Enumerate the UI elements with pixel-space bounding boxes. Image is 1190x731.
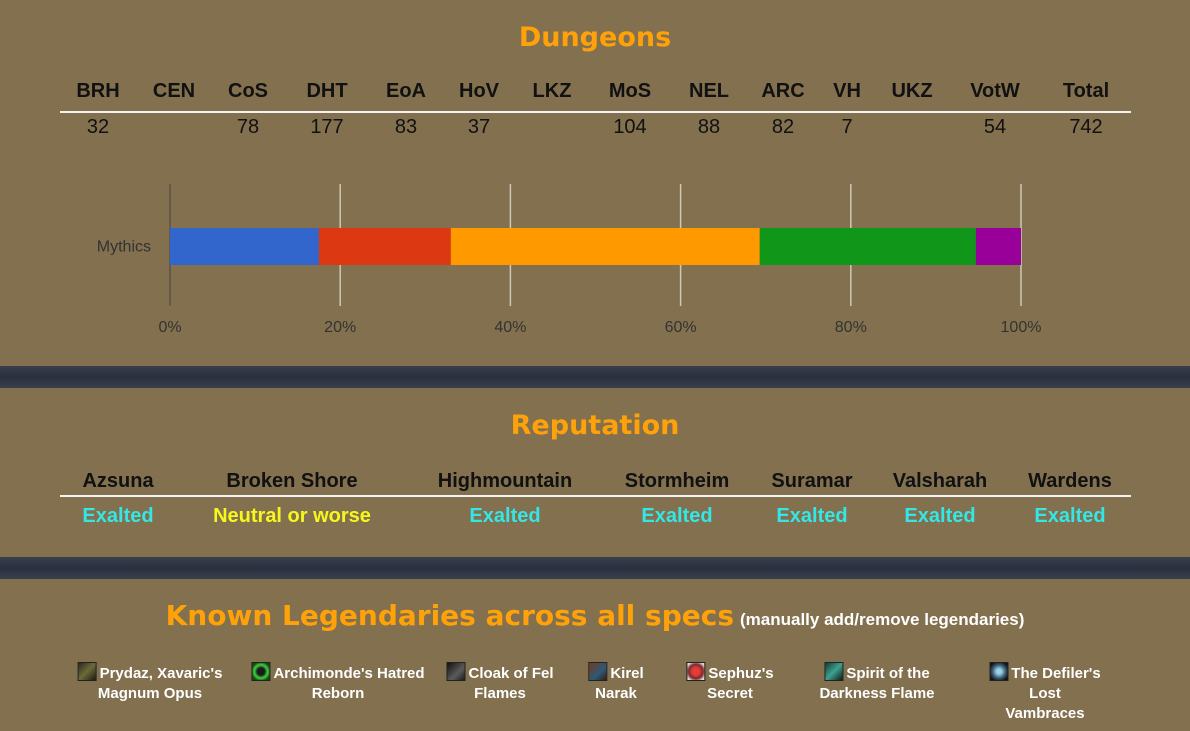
x-tick-label: 20% — [324, 319, 356, 336]
value-eoa: 83 — [394, 116, 418, 138]
header-brh: BRH — [76, 80, 120, 102]
header-eoa: EoA — [386, 80, 426, 102]
dungeons-panel: Dungeons BRH CEN CoS DHT EoA HoV LKZ MoS… — [0, 0, 1190, 365]
bar-segment-1[interactable] — [170, 228, 319, 265]
value-brh: 32 — [86, 116, 110, 138]
section-divider — [0, 557, 1190, 579]
legendary-name-line2: Reborn — [311, 685, 365, 702]
legendaries-title: Known Legendaries across all specs — [165, 599, 734, 632]
header-ukz: UKZ — [891, 80, 933, 102]
legendaries-heading: Known Legendaries across all specs (manua… — [0, 599, 1190, 632]
reputation-table: Azsuna Broken Shore Highmountain Stormhe… — [60, 470, 1131, 540]
faction-wardens: Wardens — [1028, 470, 1112, 492]
legendary-name-line1: Spirit of the — [846, 665, 930, 682]
archimonde-icon — [251, 662, 271, 681]
status-wardens: Exalted — [1034, 505, 1106, 527]
legendary-name-line2: Darkness Flame — [819, 685, 935, 702]
value-nel: 88 — [697, 116, 721, 138]
kirel-icon — [588, 662, 608, 681]
legendary-cloak-of-fel-flames[interactable]: Cloak of Fel Flames — [446, 662, 554, 704]
dungeons-table: BRH CEN CoS DHT EoA HoV LKZ MoS NEL ARC … — [60, 80, 1131, 150]
x-tick-label: 40% — [494, 319, 526, 336]
bar-segment-3[interactable] — [450, 228, 760, 265]
faction-highmountain: Highmountain — [437, 470, 573, 492]
bar-segment-5[interactable] — [975, 228, 1021, 265]
value-total: 742 — [1069, 116, 1103, 138]
legendaries-panel: Known Legendaries across all specs (manua… — [0, 580, 1190, 731]
value-hov: 37 — [467, 116, 491, 138]
legendary-name-line2: Narak — [595, 685, 637, 702]
legendary-sephuzs-secret[interactable]: Sephuz's Secret — [686, 662, 774, 704]
reputation-table-rule — [60, 495, 1131, 497]
value-arc: 82 — [771, 116, 795, 138]
category-label: Mythics — [97, 239, 151, 256]
legendary-archimonde[interactable]: Archimonde's Hatred Reborn — [251, 662, 425, 704]
status-suramar: Exalted — [776, 505, 848, 527]
value-votw: 54 — [983, 116, 1007, 138]
value-dht: 177 — [310, 116, 344, 138]
legendary-name-line1: Prydaz, Xavaric's — [99, 665, 223, 682]
legendary-name-line1: Cloak of Fel — [468, 665, 554, 682]
bar-segment-2[interactable] — [318, 228, 451, 265]
header-cos: CoS — [228, 80, 268, 102]
x-tick-label: 100% — [1001, 319, 1042, 336]
sephuz-icon — [686, 662, 706, 681]
section-divider — [0, 366, 1190, 388]
header-nel: NEL — [689, 80, 729, 102]
legendary-defilers-lost-vambraces[interactable]: The Defiler's Lost Vambraces — [973, 662, 1118, 724]
status-azsuna: Exalted — [82, 505, 154, 527]
dungeons-title: Dungeons — [518, 22, 672, 53]
legendary-name-line2: Vambraces — [1005, 705, 1085, 722]
x-tick-label: 80% — [835, 319, 867, 336]
header-votw: VotW — [970, 80, 1020, 102]
faction-stormheim: Stormheim — [624, 470, 730, 492]
prydaz-icon — [77, 662, 97, 681]
header-lkz: LKZ — [532, 80, 572, 102]
faction-azsuna: Azsuna — [82, 470, 154, 492]
defiler-icon — [989, 662, 1009, 681]
header-vh: VH — [833, 80, 861, 102]
reputation-title: Reputation — [510, 410, 680, 441]
faction-broken-shore: Broken Shore — [226, 470, 358, 492]
header-arc: ARC — [761, 80, 805, 102]
dungeons-table-rule — [60, 111, 1131, 113]
legendary-name-line1: The Defiler's Lost — [1011, 665, 1101, 702]
legendary-name-line2: Secret — [707, 685, 753, 702]
cloak-icon — [446, 662, 466, 681]
value-vh: 7 — [841, 116, 853, 138]
header-dht: DHT — [306, 80, 348, 102]
header-cen: CEN — [152, 80, 196, 102]
legendary-spirit-darkness-flame[interactable]: Spirit of the Darkness Flame — [819, 662, 935, 704]
legendaries-subtitle: (manually add/remove legendaries) — [740, 610, 1025, 629]
x-tick-label: 0% — [158, 319, 181, 336]
spirit-icon — [824, 662, 844, 681]
mythics-chart: 0% 20% 40% 60% 80% 100% Mythics — [97, 184, 1042, 336]
legendary-name-line2: Magnum Opus — [97, 685, 203, 702]
header-hov: HoV — [459, 80, 499, 102]
legendary-kirel-narak[interactable]: Kirel Narak — [588, 662, 644, 704]
x-tick-label: 60% — [665, 319, 697, 336]
legendary-prydaz[interactable]: Prydaz, Xavaric's Magnum Opus — [77, 662, 223, 704]
reputation-panel: Reputation Azsuna Broken Shore Highmount… — [0, 390, 1190, 558]
legendary-name-line1: Archimonde's Hatred — [273, 665, 425, 682]
status-highmountain: Exalted — [469, 505, 541, 527]
value-cos: 78 — [236, 116, 260, 138]
header-mos: MoS — [608, 80, 652, 102]
value-mos: 104 — [613, 116, 647, 138]
status-stormheim: Exalted — [641, 505, 713, 527]
faction-valsharah: Valsharah — [892, 470, 988, 492]
status-broken-shore: Neutral or worse — [213, 505, 371, 527]
legendary-name-line1: Kirel — [610, 665, 644, 682]
status-valsharah: Exalted — [904, 505, 976, 527]
header-total: Total — [1062, 80, 1110, 102]
bar-segment-4[interactable] — [759, 228, 976, 265]
legendary-name-line1: Sephuz's — [708, 665, 774, 682]
legendary-name-line2: Flames — [474, 685, 526, 702]
faction-suramar: Suramar — [771, 470, 853, 492]
